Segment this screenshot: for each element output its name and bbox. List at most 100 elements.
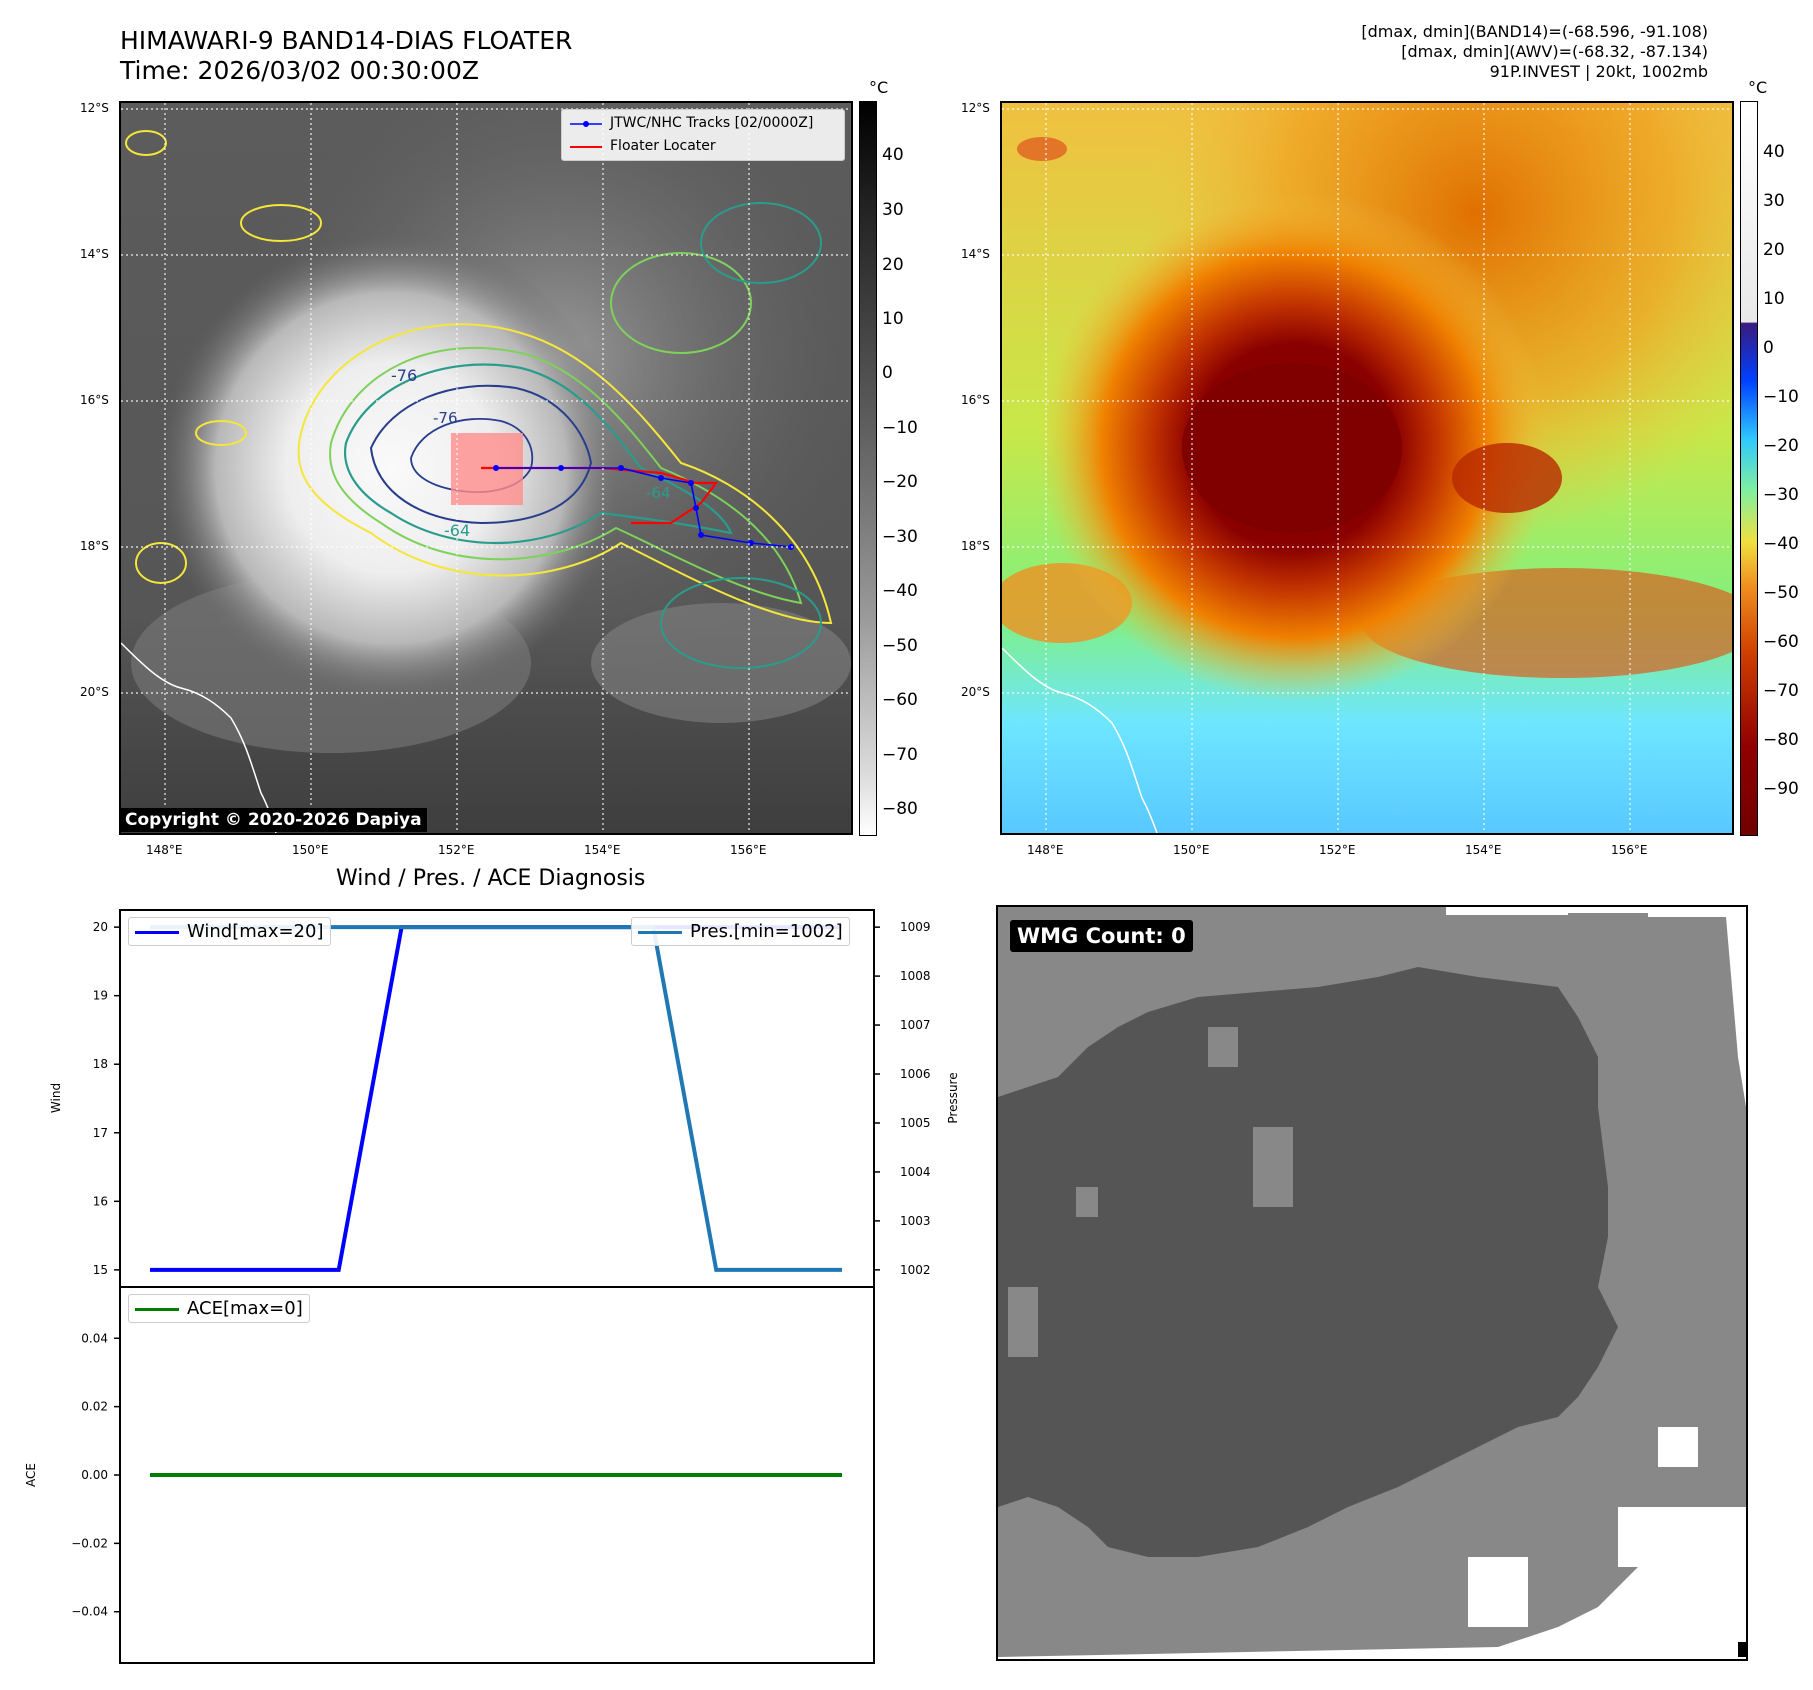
band14-map: -76 -76 -64 -64 JTWC/NHC Tracks [02/0000… [119, 101, 853, 835]
ace-legend: ACE[max=0] [128, 1294, 310, 1323]
diagnosis-title: Wind / Pres. / ACE Diagnosis [336, 866, 646, 891]
main-title: HIMAWARI-9 BAND14-DIAS FLOATER [120, 26, 573, 55]
lat-tick-12s-right: 12°S [961, 101, 990, 115]
ace-tick-label: 0.00 [81, 1468, 108, 1482]
cb-left-tick-40: 40 [882, 145, 904, 165]
cb-right-tick-m40: −40 [1763, 534, 1799, 554]
stats-band14: [dmax, dmin](BAND14)=(-68.596, -91.108) [1361, 22, 1708, 41]
wind-tick-label: 19 [93, 989, 108, 1003]
lat-tick-14s-right: 14°S [961, 247, 990, 261]
lon-tick-152e-right: 152°E [1319, 843, 1356, 857]
ace-tick-label: −0.02 [71, 1536, 108, 1550]
lat-tick-20s-right: 20°S [961, 685, 990, 699]
legend-locater: Floater Locater [610, 138, 716, 154]
cb-left-tick-m30: −30 [882, 527, 918, 547]
legend-tracks: JTWC/NHC Tracks [02/0000Z] [610, 115, 814, 131]
wmg-map [996, 905, 1748, 1661]
pres-tick-label: 1005 [900, 1116, 931, 1130]
awv-map [1000, 101, 1734, 835]
band14-colorbar-unit: °C [869, 78, 889, 97]
pres-tick-label: 1003 [900, 1214, 931, 1228]
lon-tick-150e-left: 150°E [292, 843, 329, 857]
cb-left-tick-m10: −10 [882, 418, 918, 438]
cb-left-tick-30: 30 [882, 200, 904, 220]
lat-tick-14s-left: 14°S [80, 247, 109, 261]
cb-left-tick-m40: −40 [882, 581, 918, 601]
lat-tick-16s-right: 16°S [961, 393, 990, 407]
time-label: Time: 2026/03/02 00:30:00Z [120, 56, 479, 85]
lat-tick-18s-left: 18°S [80, 539, 109, 553]
cb-left-tick-20: 20 [882, 255, 904, 275]
lat-tick-20s-left: 20°S [80, 685, 109, 699]
cb-left-tick-10: 10 [882, 309, 904, 329]
ace-legend-label: ACE[max=0] [187, 1298, 303, 1319]
pres-tick-label: 1007 [900, 1018, 931, 1032]
contour-label-2: -76 [433, 409, 458, 427]
cb-right-tick-40: 40 [1763, 142, 1785, 162]
lon-tick-148e-left: 148°E [146, 843, 183, 857]
lon-tick-150e-right: 150°E [1173, 843, 1210, 857]
cb-right-tick-m90: −90 [1763, 779, 1799, 799]
pres-legend: Pres.[min=1002] [631, 917, 850, 946]
pres-tick-label: 1006 [900, 1067, 931, 1081]
pres-tick-label: 1002 [900, 1263, 931, 1277]
pres-ylabel: Pressure [946, 1072, 960, 1123]
cb-right-tick-m80: −80 [1763, 730, 1799, 750]
ace-ylabel: ACE [24, 1463, 38, 1487]
lon-tick-152e-left: 152°E [438, 843, 475, 857]
wmg-count-badge: WMG Count: 0 [1010, 920, 1193, 952]
lat-tick-12s-left: 12°S [80, 101, 109, 115]
cb-left-tick-0: 0 [882, 363, 893, 383]
cb-left-tick-m60: −60 [882, 690, 918, 710]
cb-right-tick-10: 10 [1763, 289, 1785, 309]
wmg-canvas [998, 907, 1746, 1657]
wind-legend-swatch [135, 930, 179, 934]
lon-tick-154e-right: 154°E [1465, 843, 1502, 857]
cb-left-tick-m80: −80 [882, 799, 918, 819]
lon-tick-148e-right: 148°E [1027, 843, 1064, 857]
pres-legend-label: Pres.[min=1002] [690, 921, 843, 942]
cb-right-tick-0: 0 [1763, 338, 1774, 358]
wind-legend: Wind[max=20] [128, 917, 331, 946]
awv-map-canvas [1002, 103, 1732, 833]
map-legend: JTWC/NHC Tracks [02/0000Z] Floater Locat… [561, 109, 845, 161]
contour-label-1: -76 [391, 366, 417, 385]
contour-label-3: -64 [444, 521, 470, 540]
pres-tick-label: 1008 [900, 969, 931, 983]
contour-label-4: -64 [646, 484, 671, 502]
lat-tick-16s-left: 16°S [80, 393, 109, 407]
pres-tick-label: 1004 [900, 1165, 931, 1179]
cb-right-tick-30: 30 [1763, 191, 1785, 211]
wind-tick-label: 15 [93, 1263, 108, 1277]
wind-axes-frame [119, 909, 875, 1288]
awv-colorbar-unit: °C [1748, 78, 1768, 97]
wind-series-line [150, 925, 842, 1272]
ace-tick-label: 0.04 [81, 1331, 108, 1345]
cb-left-tick-m70: −70 [882, 745, 918, 765]
wind-tick-label: 20 [93, 920, 108, 934]
wind-tick-label: 18 [93, 1057, 108, 1071]
lon-tick-156e-left: 156°E [730, 843, 767, 857]
cb-right-tick-m20: −20 [1763, 436, 1799, 456]
wind-legend-label: Wind[max=20] [187, 921, 324, 942]
lon-tick-156e-right: 156°E [1611, 843, 1648, 857]
cb-right-tick-m60: −60 [1763, 632, 1799, 652]
cb-left-tick-m50: −50 [882, 636, 918, 656]
lon-tick-154e-left: 154°E [584, 843, 621, 857]
stats-awv: [dmax, dmin](AWV)=(-68.32, -87.134) [1401, 42, 1708, 61]
wind-tick-label: 16 [93, 1194, 108, 1208]
wind-ylabel: Wind [49, 1083, 63, 1113]
cb-left-tick-m20: −20 [882, 472, 918, 492]
cb-right-tick-20: 20 [1763, 240, 1785, 260]
ace-tick-label: 0.02 [81, 1400, 108, 1414]
cb-right-tick-m50: −50 [1763, 583, 1799, 603]
ace-legend-swatch [135, 1307, 179, 1311]
pres-legend-swatch [638, 930, 682, 934]
pres-tick-label: 1009 [900, 920, 931, 934]
cb-right-tick-m70: −70 [1763, 681, 1799, 701]
diagnosis-chart: 20 19 18 17 16 15 1009 1008 1007 1006 1005 1004 100… [24, 909, 960, 1664]
copyright-label: Copyright © 2020-2026 Dapiya [120, 808, 427, 832]
cb-right-tick-m30: −30 [1763, 485, 1799, 505]
lat-tick-18s-right: 18°S [961, 539, 990, 553]
storm-info: 91P.INVEST | 20kt, 1002mb [1489, 62, 1708, 81]
